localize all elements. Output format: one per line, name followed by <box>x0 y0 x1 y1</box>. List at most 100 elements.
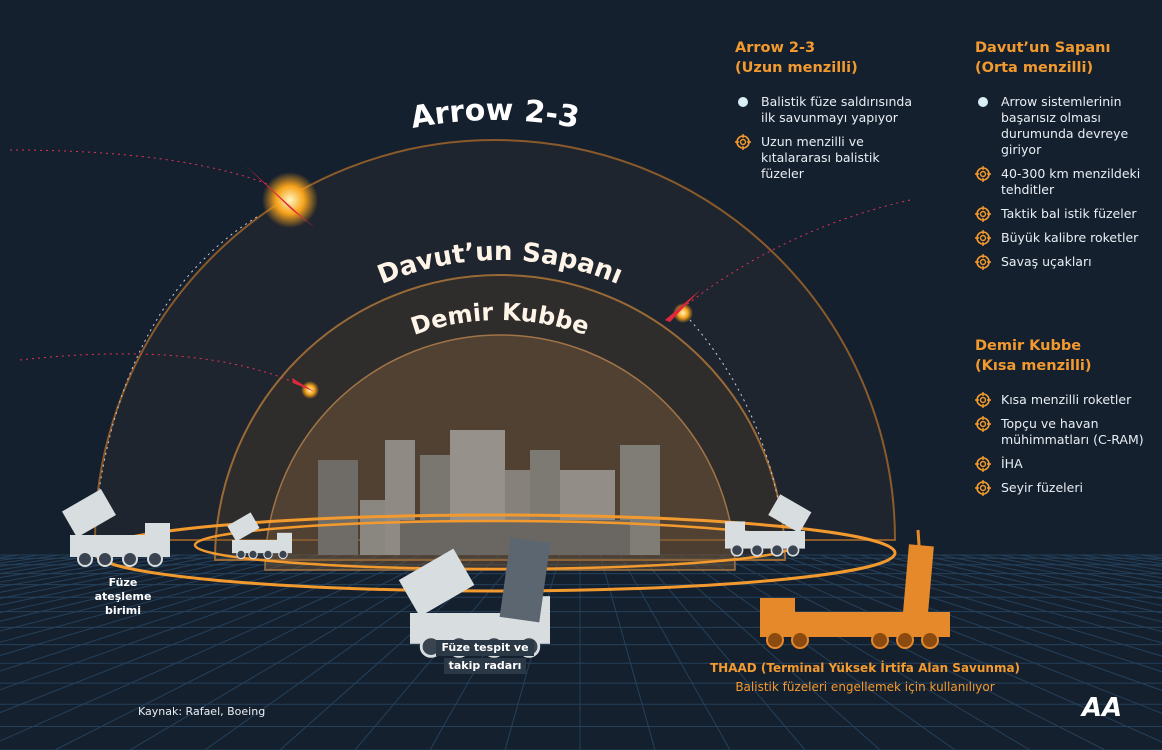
target-icon <box>979 234 987 242</box>
wheel <box>896 631 914 649</box>
radar-panel <box>499 537 551 623</box>
target-icon <box>975 456 991 472</box>
wheel <box>248 549 258 560</box>
item-icon <box>975 480 991 496</box>
trajectory <box>689 319 781 511</box>
thaad-tube <box>916 529 922 561</box>
panel-item: Kısa menzilli roketler <box>975 392 1155 408</box>
item-icon <box>975 254 991 270</box>
launcher-label: Füze ateşleme birimi <box>94 576 152 617</box>
logo: AA <box>1080 693 1122 723</box>
missiles <box>9 149 911 521</box>
panel: Davut’un Sapanı (Orta menzilli) Arrow sist… <box>975 38 1155 278</box>
item-icon <box>978 97 988 107</box>
floor-line <box>879 554 1162 623</box>
trajectory <box>9 149 271 186</box>
building <box>318 460 358 555</box>
target-icon <box>979 396 987 404</box>
item-icon <box>738 97 748 107</box>
item-text: Topçu ve havan mühimmatları (C-RAM) <box>1001 416 1144 447</box>
launcher <box>227 512 260 542</box>
wheel <box>263 549 273 560</box>
floor-line <box>679 554 956 750</box>
panel: Demir Kubbe (Kısa menzilli) Kısa menzilli … <box>975 336 1155 504</box>
target-icon <box>979 460 987 468</box>
bullet-dot <box>978 97 988 107</box>
panel-heading-line: (Kısa menzilli) <box>975 358 1092 374</box>
panel-item: İHA <box>975 456 1155 472</box>
thaad-title: THAAD (Terminal Yüksek İrtifa Alan Savun… <box>709 661 1021 675</box>
floor-line <box>799 554 1162 673</box>
floor-line <box>0 554 361 672</box>
item-text: 40-300 km menzildeki tehditler <box>1001 166 1141 197</box>
panel-heading: Davut’un Sapanı (Orta menzilli) <box>975 38 1155 78</box>
thaad-cab <box>760 598 795 618</box>
item-text: Kısa menzilli roketler <box>1001 392 1132 407</box>
item-icon <box>975 392 991 408</box>
floor-line <box>599 554 656 750</box>
truck-cab <box>277 532 292 543</box>
panel-item: Taktik bal istik füzeler <box>975 206 1155 222</box>
floor-line <box>0 554 281 622</box>
wheel <box>122 551 138 567</box>
floor-line <box>54 554 441 750</box>
floor-line <box>0 554 241 606</box>
floor-line <box>699 554 1031 750</box>
truck <box>725 494 812 557</box>
panel-item: Balistik füze saldırısında ilk savunmayı… <box>735 94 920 126</box>
vehicles <box>62 489 950 658</box>
item-icon <box>975 206 991 222</box>
item-icon <box>975 416 991 432</box>
explosion <box>301 381 319 399</box>
radar-label-line: Füze tespit ve <box>436 640 534 656</box>
target-icon <box>979 258 987 266</box>
truck-body <box>70 535 170 557</box>
item-text: Seyir füzeleri <box>1001 480 1083 495</box>
item-text: Taktik bal istik füzeler <box>1001 206 1137 221</box>
item-icon <box>975 166 991 182</box>
panel-item: Uzun menzilli ve kıtalararası balistik f… <box>735 134 920 182</box>
floor-line <box>0 554 201 593</box>
floor-line <box>0 554 221 599</box>
floor-line <box>0 554 341 656</box>
wheel <box>97 551 113 567</box>
panel-heading: Demir Kubbe (Kısa menzilli) <box>975 336 1155 376</box>
panel-item: 40-300 km menzildeki tehditler <box>975 166 1155 198</box>
panel-item: Savaş uçakları <box>975 254 1155 270</box>
target-icon <box>975 166 991 182</box>
missile <box>665 290 700 322</box>
grid-floor <box>0 554 1162 750</box>
target-icon <box>975 480 991 496</box>
truck-cab <box>725 521 745 535</box>
target-icon <box>979 420 987 428</box>
radar-label: Füze tespit ve takip radarı <box>410 640 560 676</box>
explosion <box>262 172 318 228</box>
explosion <box>673 303 693 323</box>
target-icon <box>979 210 987 218</box>
floor-line <box>0 554 381 691</box>
panel-heading-line: Arrow 2-3 <box>735 40 816 56</box>
floor-line <box>719 554 1106 750</box>
wheel <box>786 543 800 557</box>
floor-line <box>0 554 321 643</box>
item-text: Balistik füze saldırısında ilk savunmayı… <box>761 94 912 125</box>
wheel <box>791 631 809 649</box>
wheel <box>278 549 288 560</box>
panel-item: Büyük kalibre roketler <box>975 230 1155 246</box>
panel-list: Kısa menzilli roketler Topçu ve havan müh… <box>975 392 1155 496</box>
launcher <box>62 489 116 538</box>
truck <box>227 512 292 560</box>
target-icon <box>975 206 991 222</box>
wheel <box>871 631 889 649</box>
launcher <box>768 494 812 534</box>
floor-line <box>899 554 1162 614</box>
panel-list: Balistik füze saldırısında ilk savunmayı… <box>735 94 920 182</box>
item-icon <box>735 134 751 150</box>
item-text: Büyük kalibre roketler <box>1001 230 1139 245</box>
target-icon <box>975 254 991 270</box>
wheel <box>730 543 744 557</box>
panel: Arrow 2-3 (Uzun menzilli) Balistik füze sa… <box>735 38 920 190</box>
wheel <box>750 543 764 557</box>
floor-line <box>0 554 301 632</box>
